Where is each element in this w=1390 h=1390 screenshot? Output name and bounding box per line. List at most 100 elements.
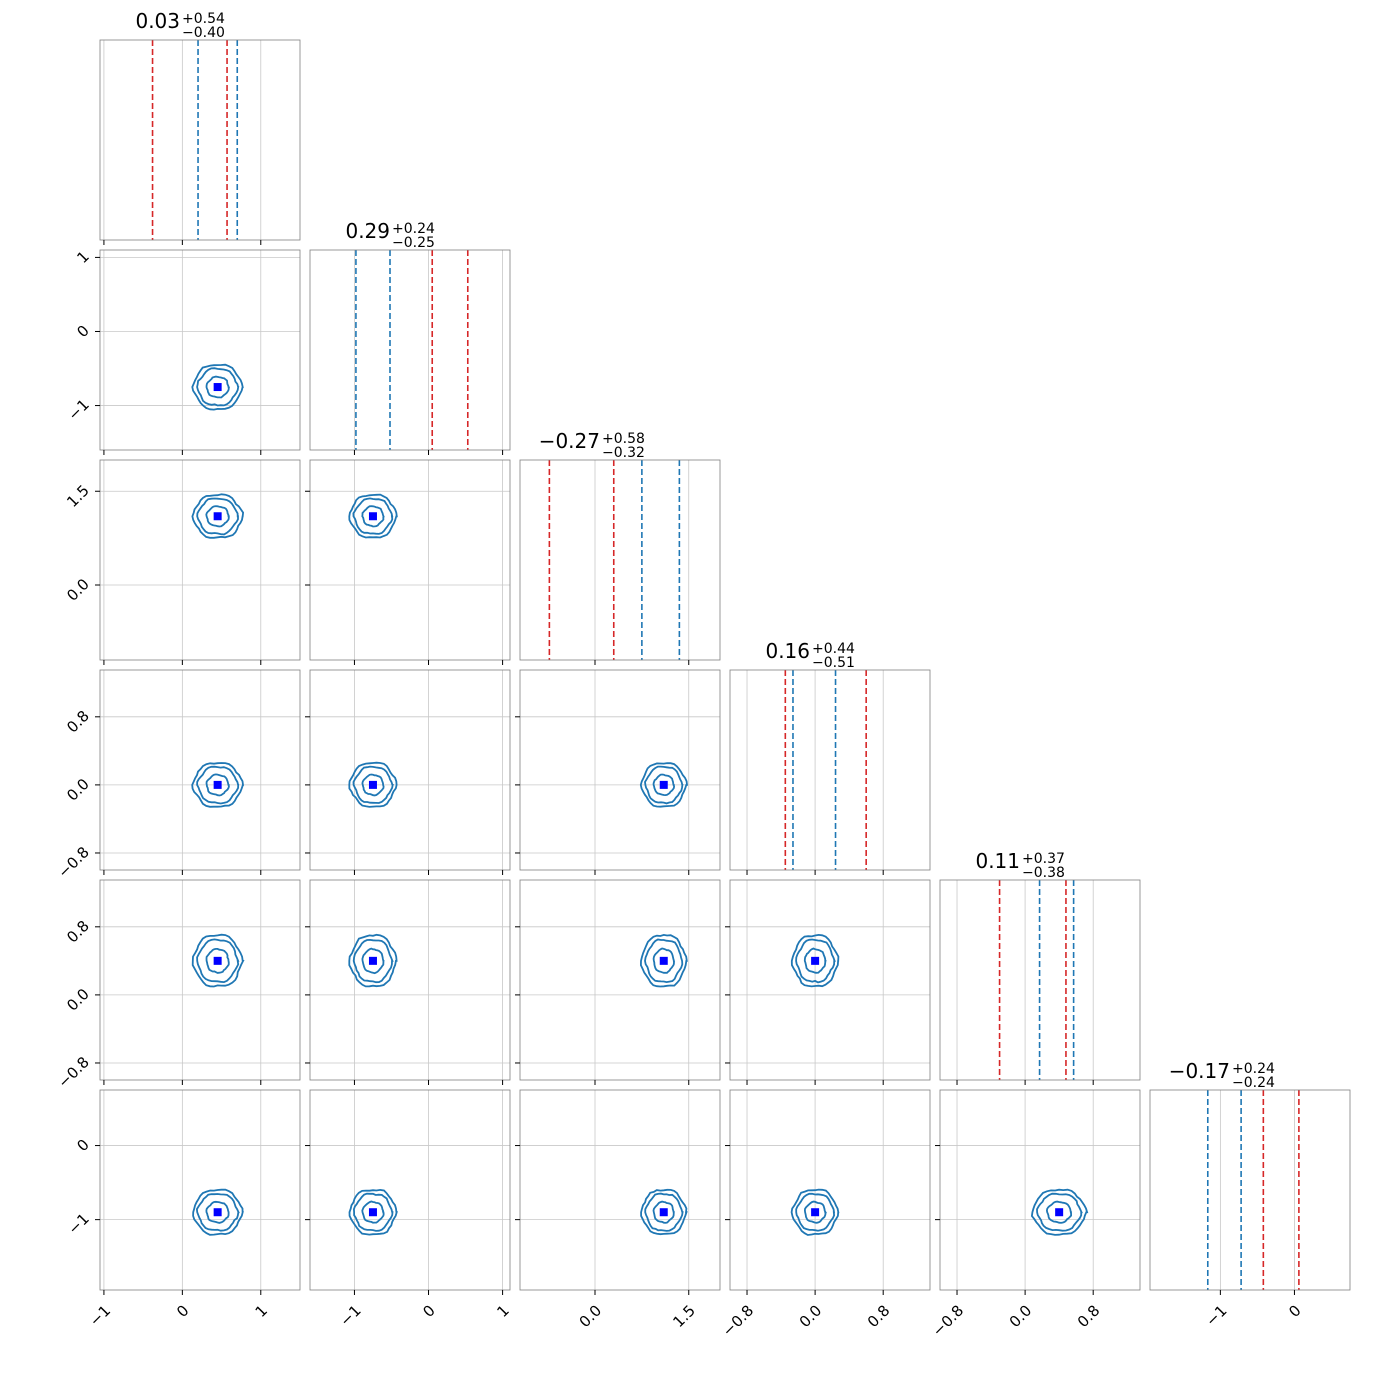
- sample-point: [0, 0, 1, 1]
- sample-point: [0, 0, 1, 1]
- blue-contour-line: [205, 375, 231, 399]
- sample-point: [0, 0, 1, 1]
- sample-point: [0, 0, 1, 1]
- sample-point: [0, 0, 1, 1]
- x-tick-label: 0.0: [796, 1302, 826, 1332]
- sample-point: [0, 0, 1, 1]
- blue-contour-line: [195, 1193, 240, 1232]
- sample-point: [0, 0, 1, 1]
- sample-point: [0, 0, 1, 1]
- sample-point: [0, 0, 1, 1]
- sample-point: [0, 0, 1, 1]
- sample-point: [0, 0, 1, 1]
- red-mode-marker: [0, 0, 8, 8]
- sample-point: [0, 0, 1, 1]
- sample-point: [0, 0, 1, 1]
- red-mode-marker: [0, 0, 8, 8]
- sample-point: [0, 0, 1, 1]
- sample-point: [0, 0, 1, 1]
- sample-point: [0, 0, 1, 1]
- sample-point: [0, 0, 1, 1]
- sample-point: [0, 0, 1, 1]
- sample-point: [0, 0, 1, 1]
- sample-point: [0, 0, 1, 1]
- sample-point: [0, 0, 1, 1]
- blue-contour-line: [640, 1188, 688, 1236]
- blue-mode-marker: [1055, 1208, 1064, 1217]
- sample-point: [0, 0, 1, 1]
- sample-point: [0, 0, 1, 1]
- sample-point: [0, 0, 1, 1]
- blue-mode-marker: [368, 1208, 377, 1217]
- sample-point: [0, 0, 1, 1]
- histogram-panel-1: 0.29 +0.24−0.25: [309, 219, 511, 455]
- sample-point: [0, 0, 1, 1]
- sample-point: [0, 0, 1, 1]
- sample-point: [0, 0, 1, 1]
- red-mode-marker: [0, 0, 8, 8]
- red-mode-marker: [0, 0, 8, 8]
- sample-point: [0, 0, 1, 1]
- sample-point: [0, 0, 1, 1]
- sample-point: [0, 0, 1, 1]
- red-mode-marker: [0, 0, 8, 8]
- sample-point: [0, 0, 1, 1]
- sample-point: [0, 0, 1, 1]
- sample-point: [0, 0, 1, 1]
- sample-point: [0, 0, 1, 1]
- sample-point: [0, 0, 1, 1]
- red-mode-marker: [0, 0, 8, 8]
- sample-point: [0, 0, 1, 1]
- sample-point: [0, 0, 1, 1]
- sample-point: [0, 0, 1, 1]
- sample-point: [0, 0, 1, 1]
- panel-frame: [99, 669, 301, 871]
- sample-point: [0, 0, 1, 1]
- sample-point: [0, 0, 1, 1]
- sample-point: [0, 0, 1, 1]
- sample-point: [0, 0, 1, 1]
- sample-point: [0, 0, 1, 1]
- sample-point: [0, 0, 1, 1]
- sample-point: [0, 0, 1, 1]
- red-mode-marker: [0, 0, 8, 8]
- sample-point: [0, 0, 1, 1]
- blue-contour-line: [191, 762, 245, 808]
- sample-point: [0, 0, 1, 1]
- sample-point: [0, 0, 1, 1]
- sample-point: [0, 0, 1, 1]
- sample-point: [0, 0, 1, 1]
- sample-point: [0, 0, 1, 1]
- sample-point: [0, 0, 1, 1]
- sample-point: [0, 0, 1, 1]
- sample-point: [0, 0, 1, 1]
- sample-point: [0, 0, 1, 1]
- sample-point: [0, 0, 1, 1]
- sample-point: [0, 0, 1, 1]
- sample-point: [0, 0, 1, 1]
- panel-frame: [99, 249, 301, 451]
- y-tick-label: 1.5: [63, 481, 93, 511]
- sample-point: [0, 0, 1, 1]
- sample-point: [0, 0, 1, 1]
- sample-point: [0, 0, 1, 1]
- sample-point: [0, 0, 1, 1]
- sample-point: [0, 0, 1, 1]
- sample-point: [0, 0, 1, 1]
- sample-point: [0, 0, 1, 1]
- sample-point: [0, 0, 1, 1]
- panel-title-minus: −0.32: [602, 445, 645, 461]
- panel-title-minus: −0.40: [182, 25, 225, 41]
- red-mode-marker: [0, 0, 8, 8]
- sample-point: [0, 0, 1, 1]
- sample-point: [0, 0, 1, 1]
- sample-point: [0, 0, 1, 1]
- sample-point: [0, 0, 1, 1]
- sample-point: [0, 0, 1, 1]
- sample-point: [0, 0, 1, 1]
- sample-point: [0, 0, 1, 1]
- panel-title-plus: +0.24: [392, 221, 435, 237]
- contour-panel-4-3: [0, 0, 931, 1085]
- red-mode-marker: [0, 0, 8, 8]
- sample-point: [0, 0, 1, 1]
